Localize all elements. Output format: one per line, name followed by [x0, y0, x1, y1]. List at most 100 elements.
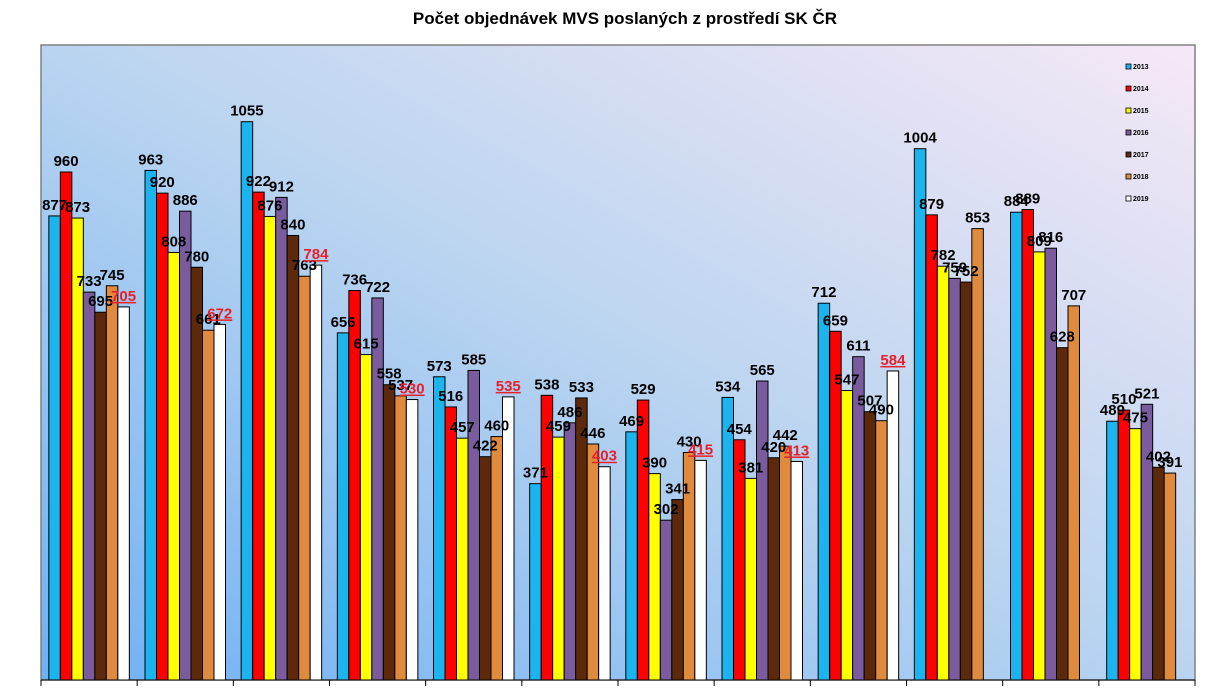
bar [767, 457, 780, 681]
data-label: 584 [880, 352, 906, 369]
data-label: 530 [400, 381, 425, 398]
data-label: 808 [161, 233, 186, 250]
bar [336, 332, 350, 681]
bar [959, 281, 973, 681]
data-label: 784 [303, 246, 329, 263]
bar [117, 306, 130, 681]
bar [179, 210, 192, 681]
bar [625, 431, 638, 681]
plot-area [40, 44, 1196, 681]
bar [444, 406, 457, 681]
data-label: 759 [942, 259, 967, 276]
data-label: 922 [246, 173, 271, 190]
data-label: 454 [727, 421, 753, 438]
data-label: 752 [954, 263, 979, 280]
bar [540, 394, 554, 681]
bar [552, 436, 565, 681]
data-label: 490 [869, 402, 894, 419]
bar [467, 369, 480, 681]
data-label: 403 [592, 448, 617, 465]
data-label: 457 [450, 419, 475, 436]
bar [94, 311, 107, 681]
data-label: 705 [111, 288, 136, 305]
data-label: 413 [784, 442, 809, 459]
data-label: 381 [738, 459, 763, 476]
data-label: 402 [1146, 448, 1171, 465]
bar [817, 302, 831, 681]
bar [1021, 209, 1034, 681]
data-label: 415 [688, 441, 713, 458]
bar [82, 291, 96, 681]
legend-label: 2015 [1133, 108, 1149, 115]
bar [240, 121, 254, 681]
bar [502, 396, 515, 681]
data-label: 816 [1038, 229, 1063, 246]
data-label: 722 [365, 279, 390, 296]
bar [779, 445, 792, 681]
data-label: 533 [569, 379, 594, 396]
bar [948, 277, 961, 681]
data-label: 430 [677, 433, 702, 450]
legend-label: 2019 [1133, 196, 1149, 203]
bar [671, 499, 684, 681]
bar [913, 148, 927, 681]
bar [48, 215, 61, 681]
bar [286, 235, 300, 681]
bar [1129, 428, 1142, 681]
data-label: 1004 [903, 130, 937, 147]
legend-swatch [1125, 195, 1132, 202]
data-label: 780 [184, 248, 209, 265]
data-label: 745 [100, 267, 125, 284]
bar [1044, 247, 1057, 681]
data-label: 877 [42, 197, 67, 214]
legend-swatch [1125, 63, 1132, 70]
bar [840, 390, 854, 681]
data-label: 341 [665, 481, 690, 498]
bar [1056, 347, 1069, 681]
bar [971, 228, 984, 681]
bar [359, 354, 373, 681]
data-label: 611 [846, 338, 870, 355]
bar [105, 285, 119, 681]
data-label: 873 [65, 199, 90, 216]
bar [1010, 211, 1023, 681]
bar [659, 519, 673, 681]
legend-label: 2017 [1133, 152, 1149, 159]
data-label: 782 [931, 247, 956, 264]
data-label: 420 [761, 439, 786, 456]
legend-swatch [1125, 107, 1132, 114]
bar [1140, 403, 1154, 681]
data-label: 886 [173, 192, 198, 209]
bar [371, 297, 384, 681]
bar [756, 380, 769, 681]
data-label: 712 [811, 284, 836, 301]
data-label: 537 [388, 377, 413, 394]
bar [1117, 409, 1131, 681]
bar [252, 191, 265, 681]
bar [529, 483, 542, 681]
data-label: 442 [773, 427, 798, 444]
data-label: 475 [1123, 410, 1148, 427]
data-label: 809 [1027, 233, 1052, 250]
data-label: 628 [1050, 329, 1075, 346]
data-label: 912 [269, 178, 294, 195]
bar [721, 396, 734, 681]
bar [790, 460, 803, 681]
data-label: 573 [427, 358, 452, 375]
data-label: 889 [1015, 191, 1040, 208]
data-label: 391 [1157, 454, 1182, 471]
legend-swatch [1125, 173, 1132, 180]
bar [59, 171, 73, 681]
bar [1163, 472, 1177, 681]
data-label: 459 [546, 418, 571, 435]
data-label: 371 [523, 465, 548, 482]
data-label: 695 [88, 293, 113, 310]
bar [213, 323, 226, 681]
bar [863, 411, 877, 681]
bar [886, 370, 900, 681]
bar [936, 265, 950, 681]
legend-label: 2014 [1133, 86, 1149, 93]
bar [275, 196, 288, 681]
bar [456, 437, 469, 681]
data-label: 879 [919, 196, 944, 213]
